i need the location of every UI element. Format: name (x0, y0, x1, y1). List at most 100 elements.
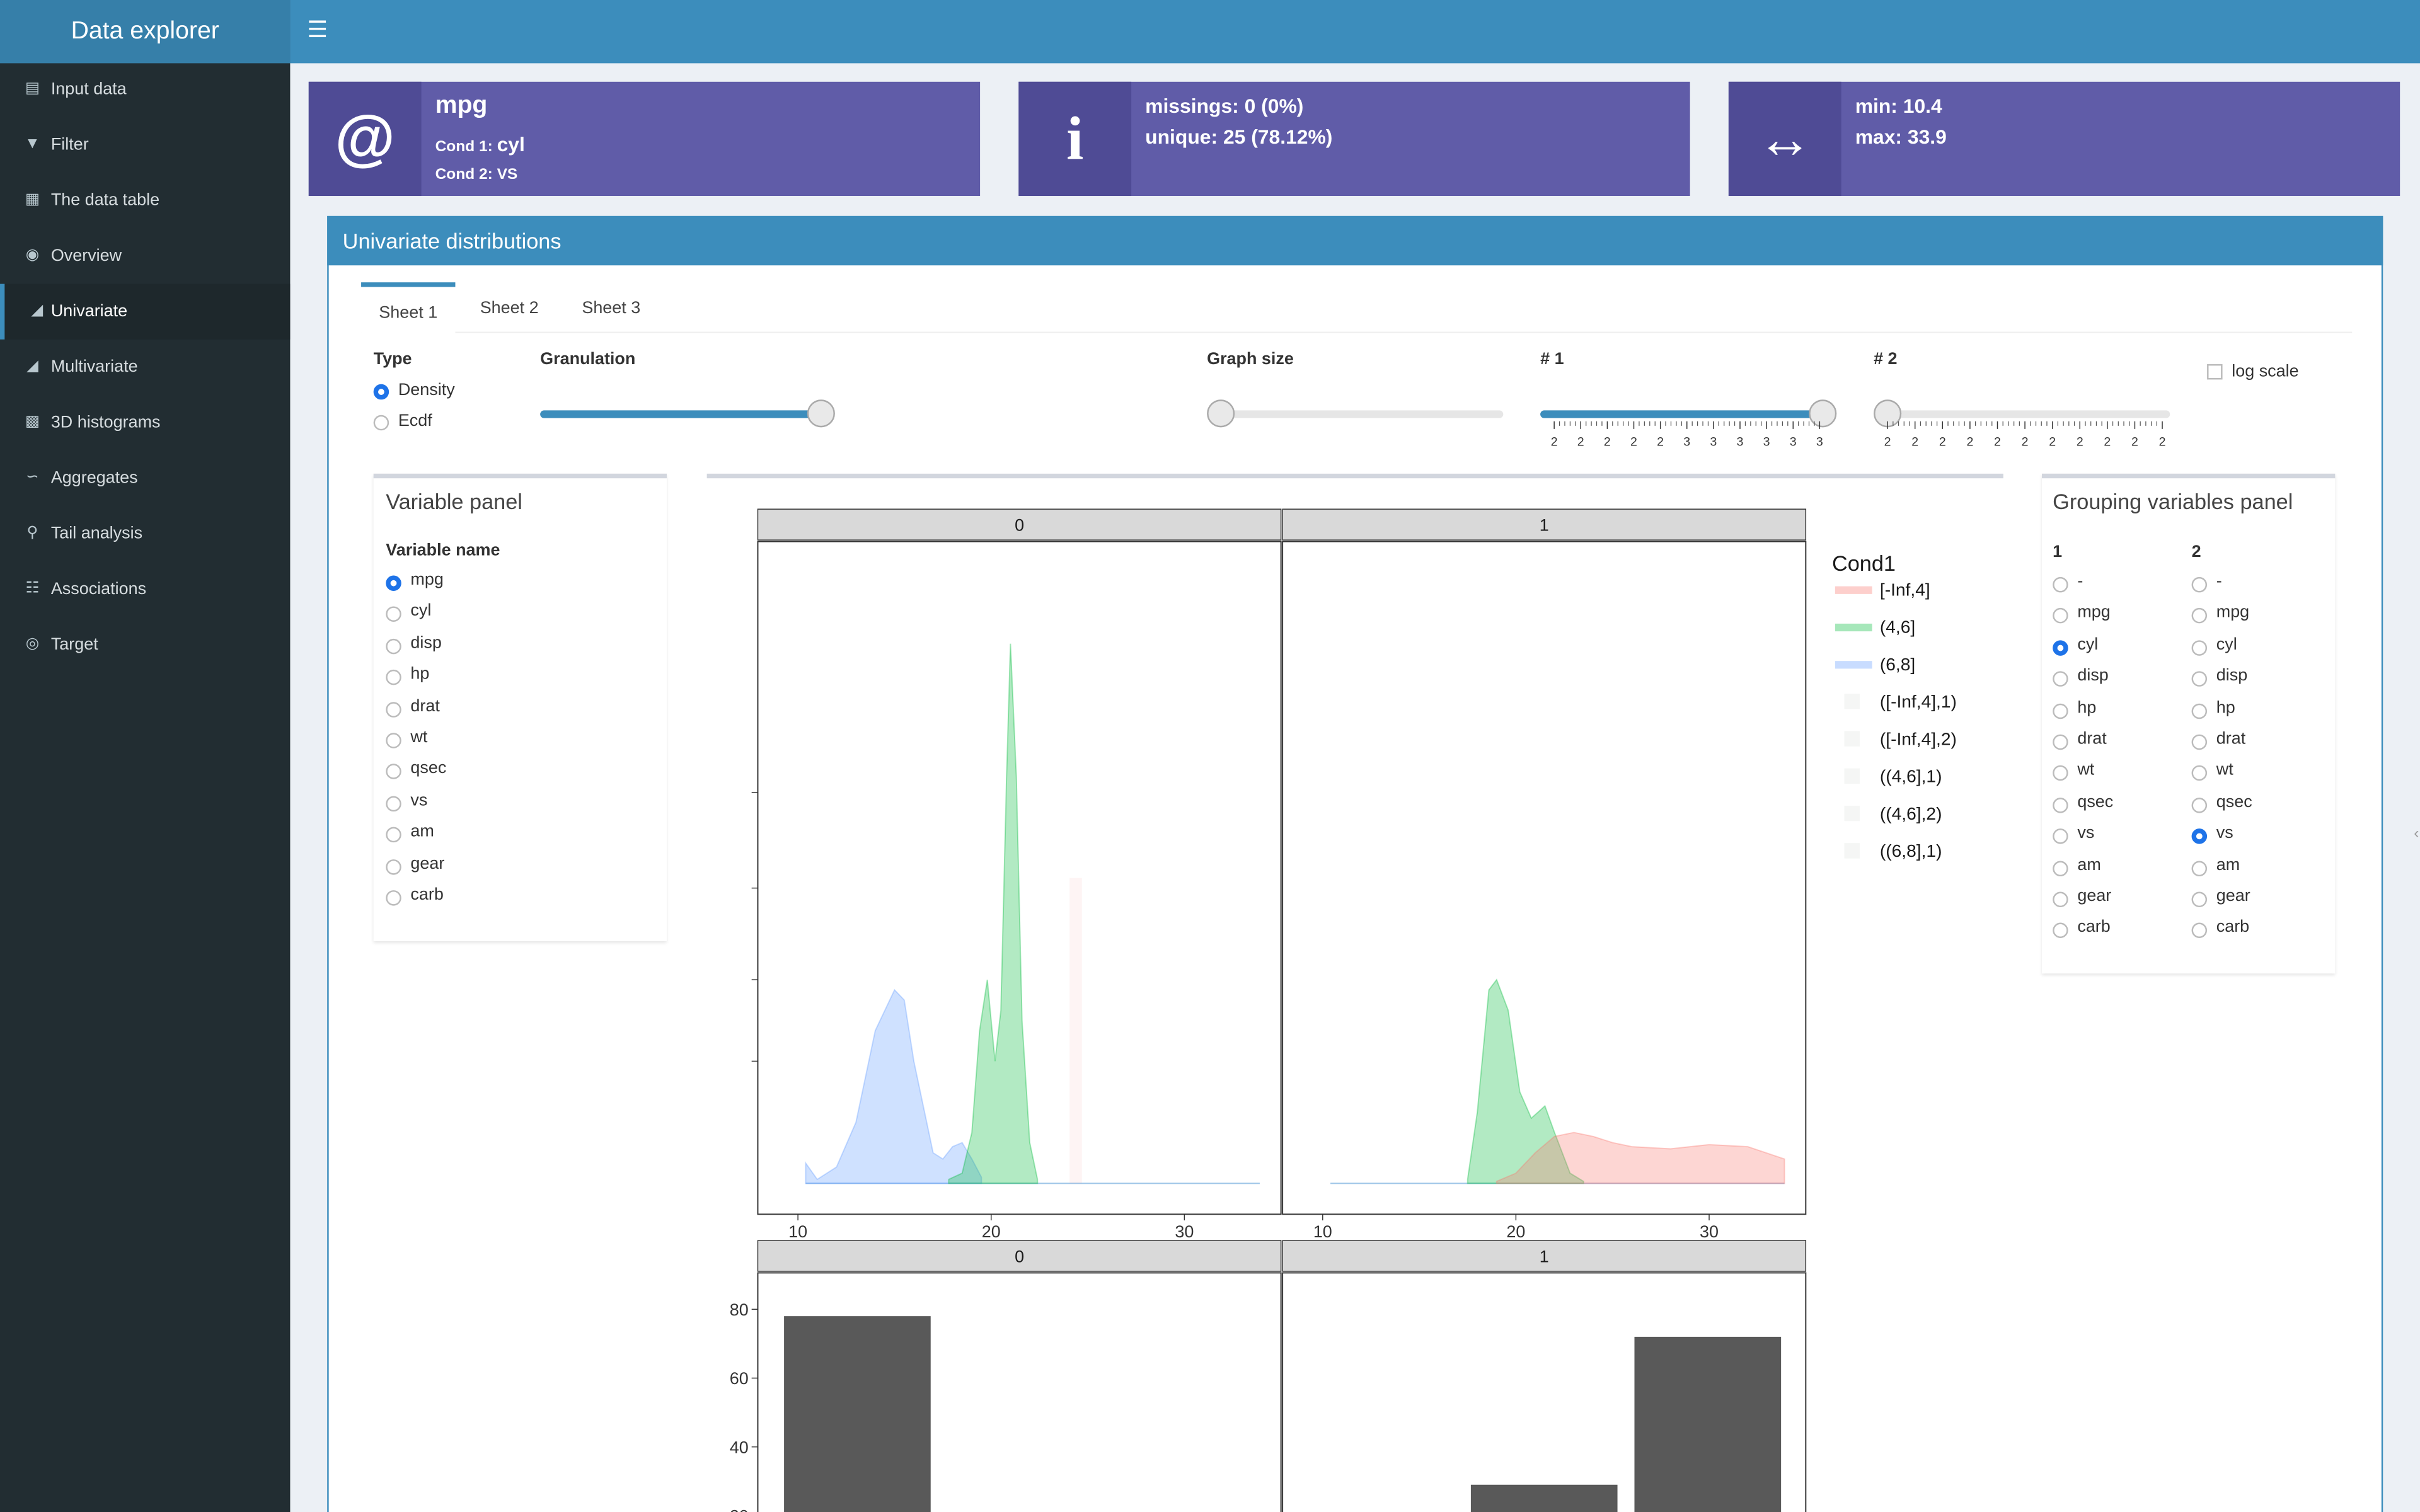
variable-radio-mpg[interactable] (386, 575, 401, 591)
group1-label-qsec[interactable]: qsec (2077, 793, 2114, 811)
type-density-label[interactable]: Density (398, 381, 455, 400)
sidebar-item-aggregates[interactable]: ∽ Aggregates (0, 450, 290, 506)
group1-label-wt[interactable]: wt (2077, 761, 2095, 780)
variable-label-vs[interactable]: vs (410, 791, 428, 810)
group2-label-cyl[interactable]: cyl (2216, 635, 2237, 654)
sidebar-item-overview[interactable]: ◉ Overview (0, 228, 290, 284)
variable-radio-vs[interactable] (386, 796, 401, 811)
group2-radio-none[interactable] (2191, 576, 2208, 593)
group2-radio-wt[interactable] (2191, 765, 2208, 782)
variable-radio-gear[interactable] (386, 859, 401, 874)
group1-radio-vs[interactable] (2053, 828, 2068, 845)
granulation-slider-handle[interactable] (807, 399, 835, 428)
group2-radio-carb[interactable] (2191, 923, 2208, 939)
menu-toggle-icon[interactable]: ☰ (307, 16, 328, 43)
slider2-handle[interactable] (1874, 399, 1902, 428)
group2-label-mpg[interactable]: mpg (2216, 604, 2250, 622)
variable-radio-am[interactable] (386, 827, 401, 843)
group1-label-drat[interactable]: drat (2077, 730, 2107, 748)
group1-radio-carb[interactable] (2053, 923, 2068, 939)
group2-label-none[interactable]: - (2216, 572, 2222, 591)
variable-label-gear[interactable]: gear (410, 854, 445, 873)
group2-label-vs[interactable]: vs (2216, 824, 2233, 843)
group1-label-am[interactable]: am (2077, 856, 2101, 874)
tab-sheet-1[interactable]: Sheet 1 (361, 282, 456, 333)
variable-label-am[interactable]: am (410, 822, 434, 842)
collapse-handle-icon[interactable]: ‹ (2414, 825, 2419, 843)
group2-radio-cyl[interactable] (2191, 639, 2208, 656)
group1-label-mpg[interactable]: mpg (2077, 604, 2111, 622)
sidebar-item-filter[interactable]: ▼ Filter (0, 117, 290, 173)
group1-radio-drat[interactable] (2053, 734, 2068, 750)
group2-radio-vs[interactable] (2191, 828, 2208, 845)
group2-label-carb[interactable]: carb (2216, 919, 2250, 937)
type-ecdf-label[interactable]: Ecdf (398, 411, 432, 431)
group2-radio-mpg[interactable] (2191, 608, 2208, 624)
sidebar-item-data-table[interactable]: ▦ The data table (0, 173, 290, 228)
group2-radio-disp[interactable] (2191, 671, 2208, 687)
group1-radio-qsec[interactable] (2053, 797, 2068, 813)
group1-radio-wt[interactable] (2053, 765, 2068, 782)
group1-label-none[interactable]: - (2077, 572, 2083, 591)
group1-label-hp[interactable]: hp (2077, 698, 2097, 717)
app-title[interactable]: Data explorer (0, 0, 291, 64)
group1-radio-am[interactable] (2053, 860, 2068, 876)
group1-label-gear[interactable]: gear (2077, 887, 2112, 906)
group1-label-carb[interactable]: carb (2077, 919, 2111, 937)
type-density-radio[interactable] (373, 384, 389, 400)
variable-radio-carb[interactable] (386, 890, 401, 906)
variable-radio-drat[interactable] (386, 701, 401, 717)
group2-label-wt[interactable]: wt (2216, 761, 2233, 780)
graph-size-slider-handle[interactable] (1207, 399, 1235, 428)
variable-label-cyl[interactable]: cyl (410, 602, 432, 621)
sidebar-item-multivariate[interactable]: ◢ Multivariate (0, 340, 290, 395)
type-ecdf-radio[interactable] (373, 415, 389, 431)
sidebar-item-univariate[interactable]: ◢ Univariate (0, 284, 291, 340)
slider2-track[interactable] (1874, 410, 2170, 418)
variable-label-disp[interactable]: disp (410, 634, 442, 653)
log-scale-checkbox[interactable] (2207, 364, 2223, 380)
variable-radio-cyl[interactable] (386, 607, 401, 622)
group1-radio-cyl[interactable] (2053, 639, 2068, 656)
group2-radio-drat[interactable] (2191, 734, 2208, 750)
sidebar-item-input-data[interactable]: ▤ Input data (0, 62, 290, 117)
tab-sheet-2[interactable]: Sheet 2 (480, 299, 539, 318)
variable-radio-wt[interactable] (386, 733, 401, 748)
group2-label-drat[interactable]: drat (2216, 730, 2246, 748)
sidebar-item-target[interactable]: ◎ Target (0, 617, 290, 673)
group1-radio-gear[interactable] (2053, 891, 2068, 908)
group2-radio-qsec[interactable] (2191, 797, 2208, 813)
group2-radio-hp[interactable] (2191, 702, 2208, 719)
graph-size-slider[interactable] (1207, 410, 1504, 418)
variable-label-wt[interactable]: wt (410, 728, 428, 747)
group1-radio-mpg[interactable] (2053, 608, 2068, 624)
variable-label-carb[interactable]: carb (410, 885, 444, 905)
group2-radio-am[interactable] (2191, 860, 2208, 876)
sidebar-item-associations[interactable]: ☷ Associations (0, 561, 290, 617)
variable-radio-hp[interactable] (386, 670, 401, 685)
variable-label-drat[interactable]: drat (410, 696, 440, 716)
sidebar-item-3d-histograms[interactable]: ▩ 3D histograms (0, 395, 290, 450)
group1-radio-disp[interactable] (2053, 671, 2068, 687)
tab-sheet-3[interactable]: Sheet 3 (582, 299, 641, 318)
group1-label-disp[interactable]: disp (2077, 667, 2109, 685)
group2-label-hp[interactable]: hp (2216, 698, 2235, 717)
variable-label-mpg[interactable]: mpg (410, 571, 444, 590)
variable-label-qsec[interactable]: qsec (410, 759, 447, 779)
group1-radio-none[interactable] (2053, 576, 2068, 593)
group2-label-qsec[interactable]: qsec (2216, 793, 2252, 811)
group1-label-vs[interactable]: vs (2077, 824, 2095, 843)
group1-label-cyl[interactable]: cyl (2077, 635, 2099, 654)
group2-label-disp[interactable]: disp (2216, 667, 2248, 685)
slider1-label: # 1 (1540, 350, 1564, 369)
variable-radio-qsec[interactable] (386, 764, 401, 780)
group2-label-gear[interactable]: gear (2216, 887, 2250, 906)
log-scale-label[interactable]: log scale (2232, 362, 2299, 381)
group2-label-am[interactable]: am (2216, 856, 2240, 874)
group1-radio-hp[interactable] (2053, 702, 2068, 719)
sidebar-item-tail-analysis[interactable]: ⚲ Tail analysis (0, 506, 290, 561)
variable-label-hp[interactable]: hp (410, 665, 430, 684)
slider1-handle[interactable] (1809, 399, 1837, 428)
group2-radio-gear[interactable] (2191, 891, 2208, 908)
variable-radio-disp[interactable] (386, 638, 401, 654)
